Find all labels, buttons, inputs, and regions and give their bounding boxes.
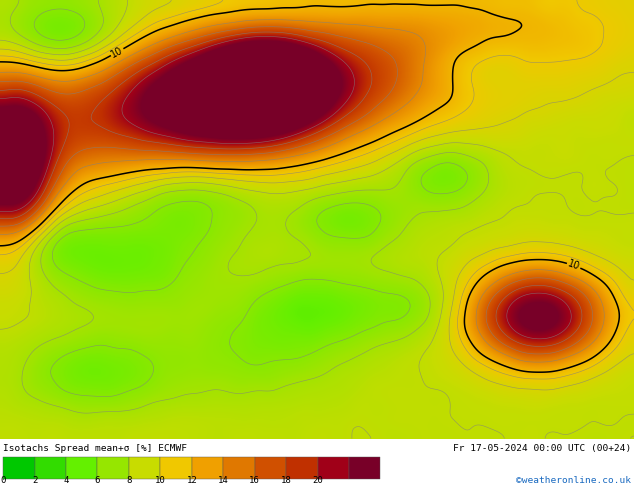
Bar xyxy=(191,457,223,479)
Bar xyxy=(160,457,191,479)
Bar xyxy=(349,457,380,479)
Text: 8: 8 xyxy=(126,476,132,485)
Bar xyxy=(66,457,98,479)
Bar xyxy=(318,457,349,479)
Bar xyxy=(223,457,255,479)
Bar xyxy=(3,457,35,479)
Text: 18: 18 xyxy=(281,476,292,485)
Bar xyxy=(286,457,318,479)
Bar xyxy=(255,457,286,479)
Bar xyxy=(35,457,66,479)
Text: Fr 17-05-2024 00:00 UTC (00+24): Fr 17-05-2024 00:00 UTC (00+24) xyxy=(453,444,631,453)
Text: 12: 12 xyxy=(186,476,197,485)
Text: ©weatheronline.co.uk: ©weatheronline.co.uk xyxy=(516,476,631,485)
Text: 20: 20 xyxy=(312,476,323,485)
Text: 14: 14 xyxy=(218,476,229,485)
Bar xyxy=(129,457,160,479)
Text: 10: 10 xyxy=(155,476,165,485)
Text: 0: 0 xyxy=(1,476,6,485)
Text: Isotachs Spread mean+σ [%] ECMWF: Isotachs Spread mean+σ [%] ECMWF xyxy=(3,444,187,453)
Bar xyxy=(98,457,129,479)
Text: 16: 16 xyxy=(249,476,260,485)
Text: 10: 10 xyxy=(110,45,125,59)
Text: 2: 2 xyxy=(32,476,37,485)
Text: 10: 10 xyxy=(566,259,581,272)
Text: 4: 4 xyxy=(63,476,68,485)
Text: 6: 6 xyxy=(95,476,100,485)
